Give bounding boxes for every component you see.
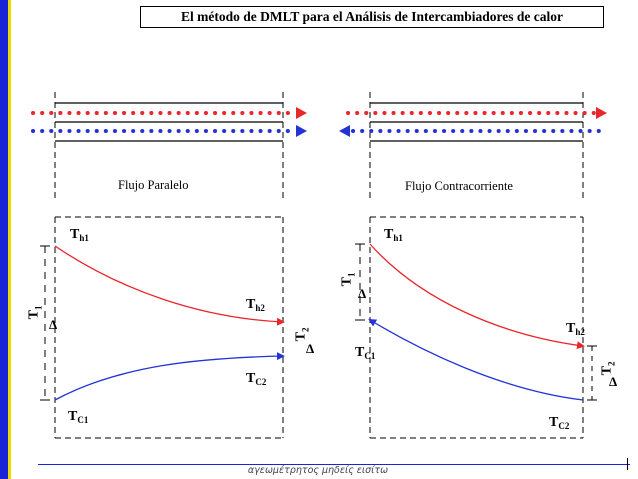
right-th2-label: Th2 xyxy=(566,321,585,337)
right-hot-stream-arrow xyxy=(596,107,607,119)
parallel-flow-exchanger xyxy=(31,92,307,198)
left-th1-label: Th1 xyxy=(70,227,89,243)
left-accent-bar xyxy=(0,0,8,479)
left-tc1-label: TC1 xyxy=(68,409,89,425)
left-hot-stream-arrow xyxy=(296,107,307,119)
right-dt1-delta: Δ xyxy=(358,286,367,301)
footer-motto: αγεωμέτρητος μηδείς εισίτω xyxy=(247,465,389,476)
footer-rule xyxy=(38,464,630,465)
parallel-flow-caption: Flujo Paralelo xyxy=(118,178,189,192)
left-cold-stream-arrow xyxy=(296,125,307,137)
right-cold-stream-arrow xyxy=(339,125,350,137)
left-accent-stripe xyxy=(8,0,11,479)
left-dt1-label: T1 xyxy=(26,305,44,320)
right-cold-temperature-curve xyxy=(368,318,584,401)
right-dt1-label: T1 xyxy=(339,272,357,287)
slide-title: El método de DMLT para el Análisis de In… xyxy=(140,6,604,28)
left-dt1-delta: Δ xyxy=(49,317,58,332)
right-tc2-label: TC2 xyxy=(549,415,570,431)
parallel-flow-profile xyxy=(40,216,285,439)
left-tc2-label: TC2 xyxy=(246,371,267,387)
right-th1-label: Th1 xyxy=(384,227,403,243)
left-th2-label: Th2 xyxy=(246,297,265,313)
counter-flow-caption: Flujo Contracorriente xyxy=(405,179,513,193)
counter-flow-profile xyxy=(355,216,597,439)
footer-tick xyxy=(627,458,628,470)
counter-flow-exchanger xyxy=(339,92,607,198)
right-dt2-delta: Δ xyxy=(609,374,618,389)
right-tc1-label: TC1 xyxy=(355,345,376,361)
right-hot-temperature-curve xyxy=(369,243,585,350)
left-hot-temperature-curve xyxy=(54,245,285,326)
left-dt2-label: T2 xyxy=(293,327,311,342)
left-dt2-delta: Δ xyxy=(306,341,315,356)
left-cold-temperature-curve xyxy=(54,352,285,401)
